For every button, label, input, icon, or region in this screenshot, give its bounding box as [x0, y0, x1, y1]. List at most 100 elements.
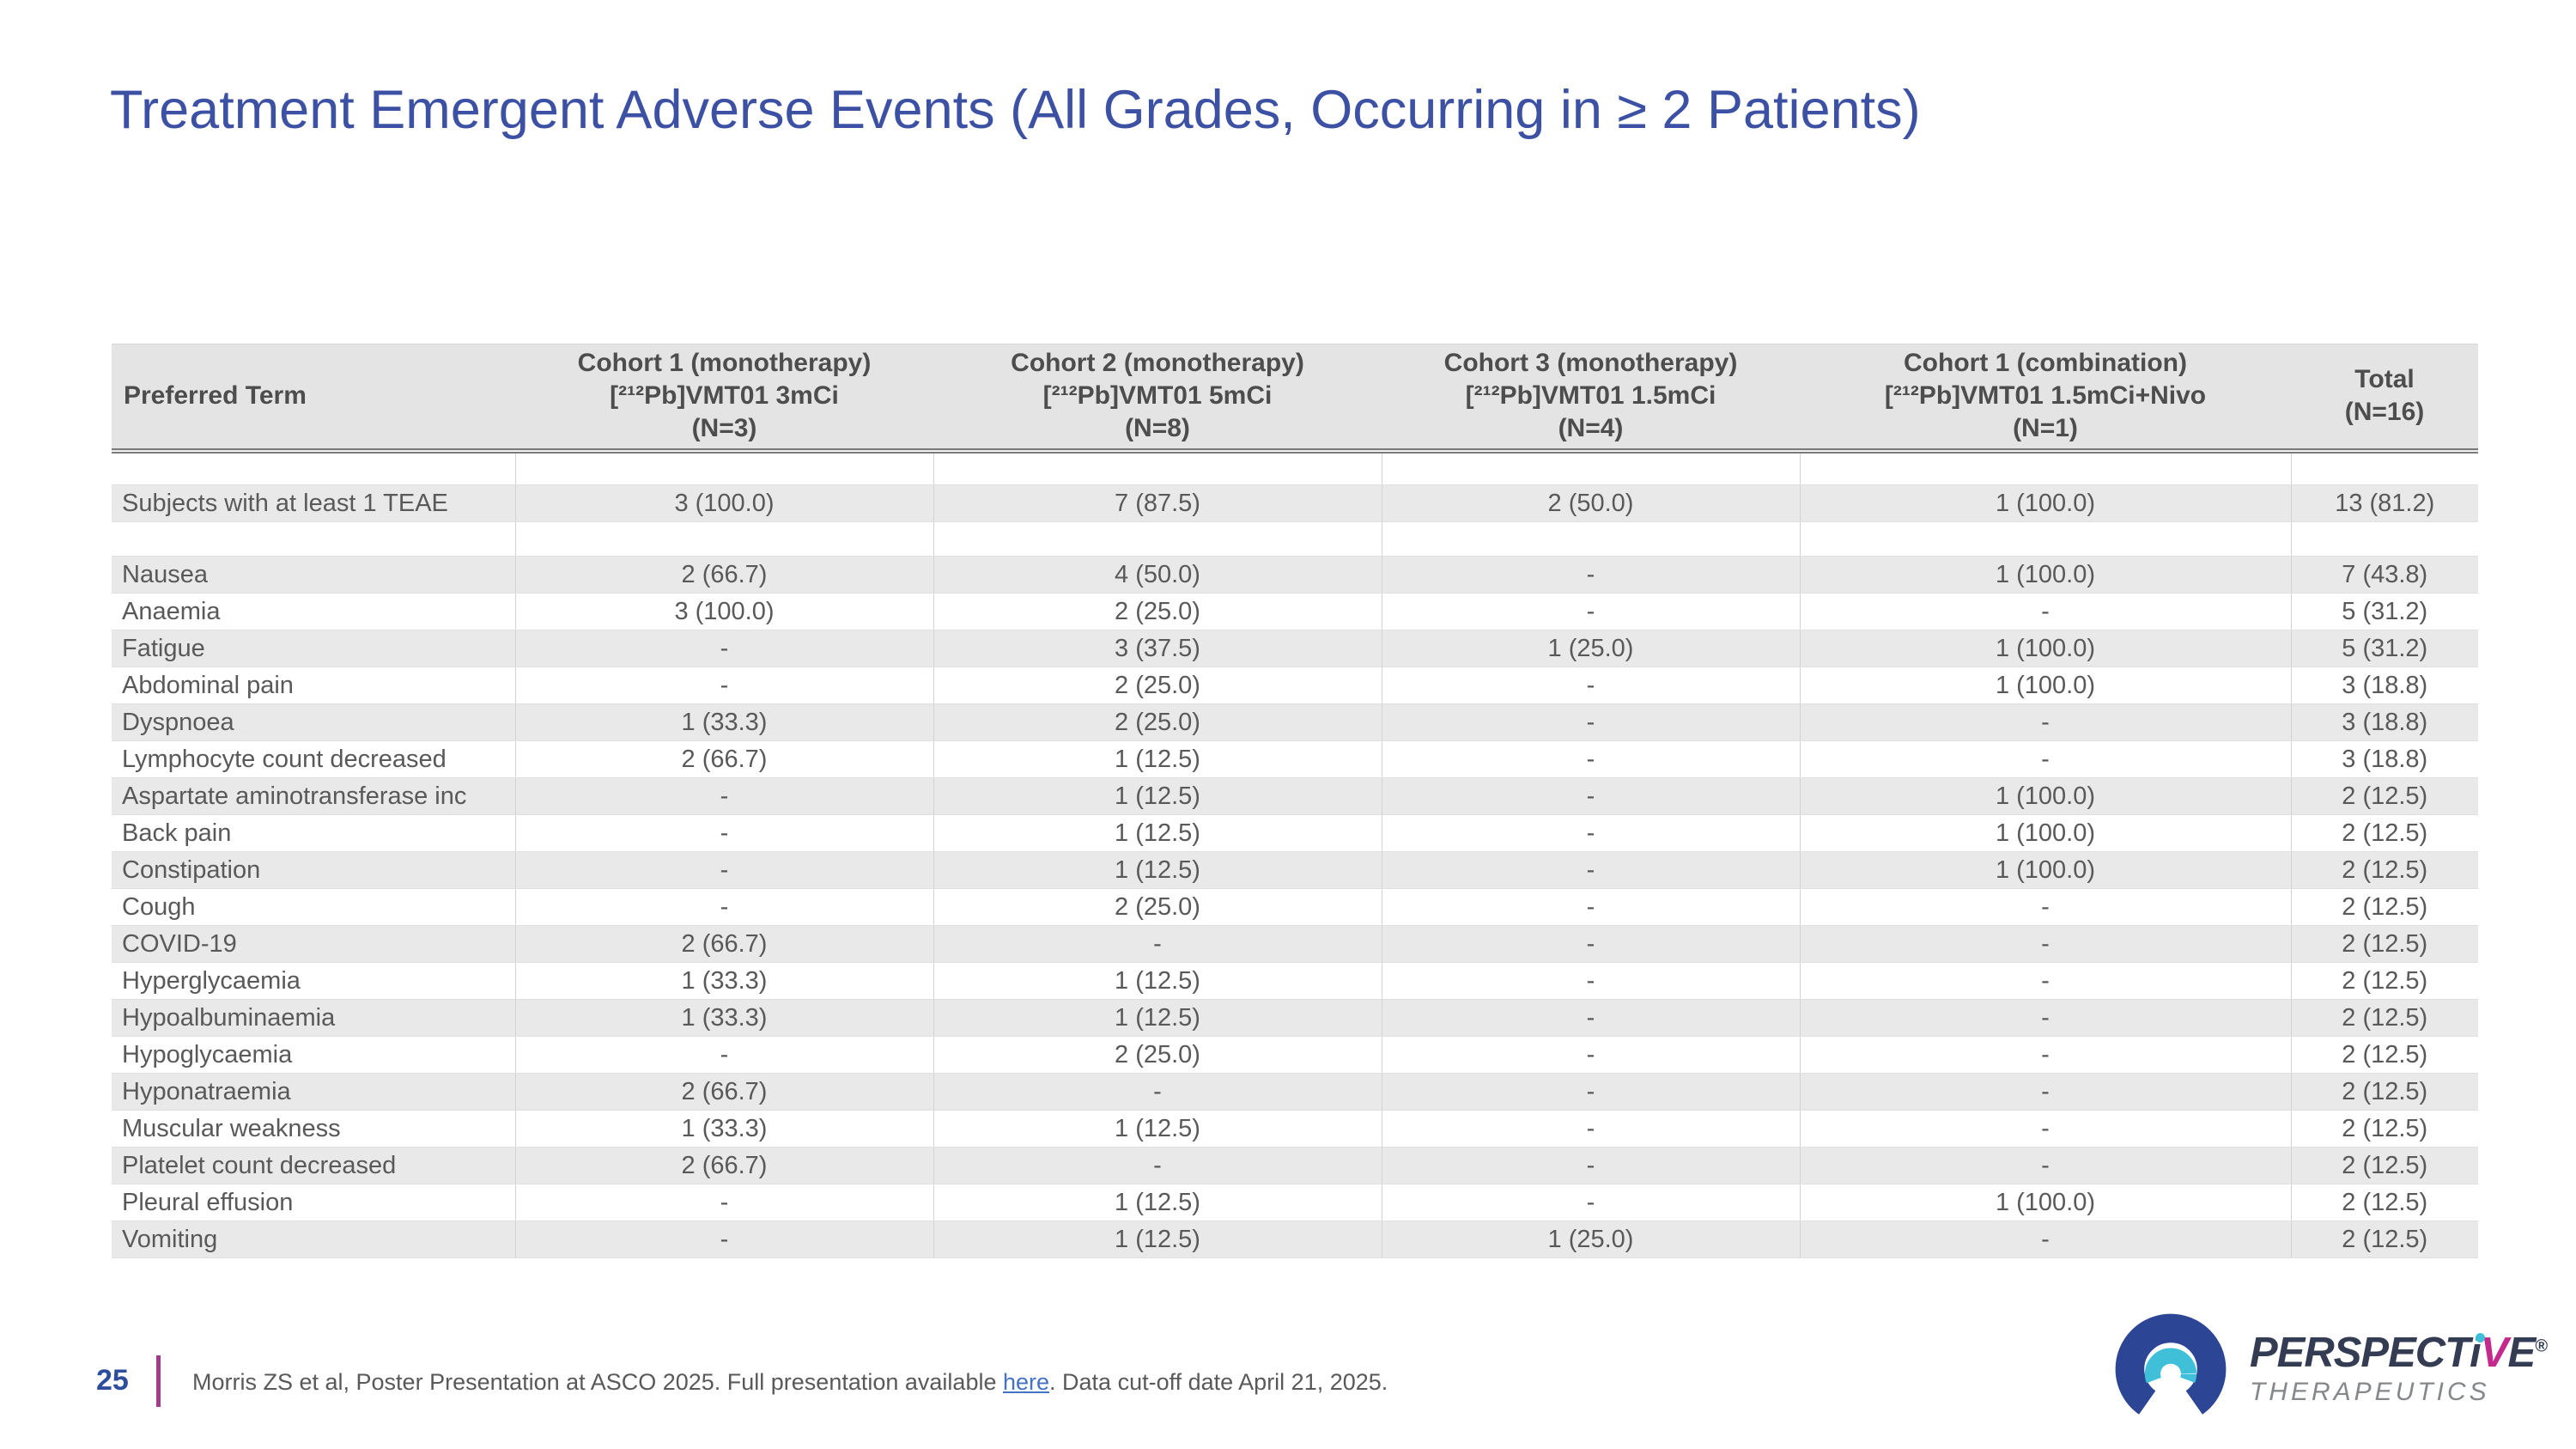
value-cell: -: [1381, 1036, 1800, 1074]
value-cell: -: [1799, 1036, 2291, 1074]
value-cell: 1 (100.0): [1799, 777, 2291, 815]
preferred-term-cell: Hypoglycaemia: [112, 1036, 515, 1074]
logo-arc-icon: [2115, 1313, 2227, 1425]
value-cell: 1 (12.5): [933, 962, 1382, 1000]
value-cell: 2 (66.7): [514, 556, 933, 594]
preferred-term-cell: Cough: [112, 888, 515, 926]
value-cell: 2 (12.5): [2290, 962, 2478, 1000]
value-cell: 2 (25.0): [933, 703, 1382, 741]
preferred-term-cell: Fatigue: [112, 630, 515, 667]
table-row: Abdominal pain -2 (25.0) -1 (100.0) 3 (18.8…: [112, 667, 2478, 704]
value-cell: 2 (12.5): [2290, 925, 2478, 963]
value-cell: -: [514, 1221, 933, 1258]
value-cell: -: [1381, 999, 1800, 1037]
value-cell: -: [1799, 1073, 2291, 1111]
table-row: Muscular weakness 1 (33.3) 1 (12.5) - -2 (12…: [112, 1110, 2478, 1148]
footer-divider-bar: [156, 1355, 161, 1407]
value-cell: 1 (12.5): [933, 851, 1382, 889]
column-header-preferred-term: Preferred Term: [112, 344, 515, 454]
presentation-link[interactable]: here: [1002, 1369, 1050, 1395]
column-header: Total (N=16): [2291, 344, 2478, 454]
value-cell: -: [1381, 962, 1800, 1000]
value-cell: 1 (100.0): [1799, 1184, 2291, 1221]
value-cell: 2 (25.0): [933, 593, 1382, 630]
value-cell: 3 (18.8): [2290, 667, 2478, 704]
value-cell: 4 (50.0): [933, 556, 1382, 594]
table-row: COVID-19 2 (66.7) - - -2 (12.5): [112, 925, 2478, 963]
value-cell: 13 (81.2): [2290, 484, 2478, 522]
value-cell: -: [1381, 888, 1800, 926]
value-cell: 3 (37.5): [933, 630, 1382, 667]
preferred-term-cell: Hyperglycaemia: [112, 962, 515, 1000]
table-row: Fatigue -3 (37.5) 1 (25.0) 1 (100.0) 5 (31.2…: [112, 630, 2478, 667]
preferred-term-cell: Pleural effusion: [112, 1184, 515, 1221]
preferred-term-cell: [112, 521, 515, 557]
preferred-term-cell: COVID-19: [112, 925, 515, 963]
value-cell: -: [1799, 962, 2291, 1000]
table-row: Hypoalbuminaemia 1 (33.3) 1 (12.5) - -2 (12.…: [112, 999, 2478, 1037]
table-row: Platelet count decreased 2 (66.7) - - -2 (12…: [112, 1147, 2478, 1184]
page-number: 25: [96, 1364, 129, 1397]
value-cell: [1799, 521, 2291, 557]
perspective-therapeutics-logo: PERSPECTi VE® THERAPEUTICS: [2111, 1309, 2548, 1429]
value-cell: -: [933, 1147, 1382, 1184]
value-cell: 1 (12.5): [933, 1184, 1382, 1221]
value-cell: -: [1799, 1110, 2291, 1148]
value-cell: [1381, 450, 1800, 485]
value-cell: 7 (87.5): [933, 484, 1382, 522]
value-cell: -: [933, 1073, 1382, 1111]
value-cell: 1 (100.0): [1799, 667, 2291, 704]
table-row: Back pain -1 (12.5) -1 (100.0) 2 (12.5): [112, 814, 2478, 852]
page-title: Treatment Emergent Adverse Events (All G…: [110, 80, 1921, 140]
value-cell: -: [1381, 1110, 1800, 1148]
value-cell: 2 (12.5): [2290, 851, 2478, 889]
value-cell: -: [1799, 1221, 2291, 1258]
value-cell: 1 (25.0): [1381, 630, 1800, 667]
value-cell: 3 (100.0): [514, 484, 933, 522]
value-cell: 5 (31.2): [2290, 630, 2478, 667]
registered-mark: ®: [2535, 1336, 2548, 1356]
value-cell: 1 (33.3): [514, 703, 933, 741]
value-cell: -: [514, 630, 933, 667]
value-cell: 2 (12.5): [2290, 1110, 2478, 1148]
table-row: Cough -2 (25.0) - -2 (12.5): [112, 888, 2478, 926]
value-cell: 2 (25.0): [933, 888, 1382, 926]
table-row: Hyponatraemia 2 (66.7) - - -2 (12.5): [112, 1073, 2478, 1111]
value-cell: 2 (12.5): [2290, 1184, 2478, 1221]
value-cell: -: [1381, 814, 1800, 852]
preferred-term-cell: Constipation: [112, 851, 515, 889]
preferred-term-cell: Anaemia: [112, 593, 515, 630]
value-cell: -: [1381, 1073, 1800, 1111]
column-header: Cohort 2 (monotherapy) [²¹²Pb]VMT01 5mCi(…: [933, 344, 1382, 454]
value-cell: -: [514, 888, 933, 926]
value-cell: -: [1381, 777, 1800, 815]
preferred-term-cell: Hyponatraemia: [112, 1073, 515, 1111]
value-cell: -: [1381, 703, 1800, 741]
spacer-row: [112, 521, 2478, 557]
value-cell: 1 (100.0): [1799, 630, 2291, 667]
footnote: Morris ZS et al, Poster Presentation at …: [192, 1369, 1388, 1396]
value-cell: [1799, 450, 2291, 485]
value-cell: 1 (100.0): [1799, 814, 2291, 852]
value-cell: 2 (12.5): [2290, 777, 2478, 815]
table-row: Subjects with at least 1 TEAE 3 (100.0) 7 …: [112, 484, 2478, 522]
table-row: Constipation -1 (12.5) -1 (100.0) 2 (12.5): [112, 851, 2478, 889]
value-cell: 1 (12.5): [933, 814, 1382, 852]
value-cell: -: [1799, 925, 2291, 963]
footnote-text-after: . Data cut-off date April 21, 2025.: [1049, 1369, 1388, 1395]
adverse-events-table: Preferred Term Cohort 1 (monotherapy) [²¹…: [112, 344, 2478, 1258]
value-cell: 2 (25.0): [933, 667, 1382, 704]
value-cell: 3 (100.0): [514, 593, 933, 630]
value-cell: 2 (12.5): [2290, 1147, 2478, 1184]
logo-subline: THERAPEUTICS: [2250, 1377, 2490, 1406]
preferred-term-cell: Aspartate aminotransferase inc: [112, 777, 515, 815]
value-cell: -: [1381, 556, 1800, 594]
value-cell: -: [514, 667, 933, 704]
logo-wordmark: PERSPECTi VE®: [2250, 1329, 2548, 1376]
value-cell: [2290, 521, 2478, 557]
preferred-term-cell: Subjects with at least 1 TEAE: [112, 484, 515, 522]
value-cell: 2 (12.5): [2290, 999, 2478, 1037]
column-header: Cohort 3 (monotherapy) [²¹²Pb]VMT01 1.5mC…: [1382, 344, 1800, 454]
value-cell: -: [1381, 851, 1800, 889]
value-cell: [514, 450, 933, 485]
